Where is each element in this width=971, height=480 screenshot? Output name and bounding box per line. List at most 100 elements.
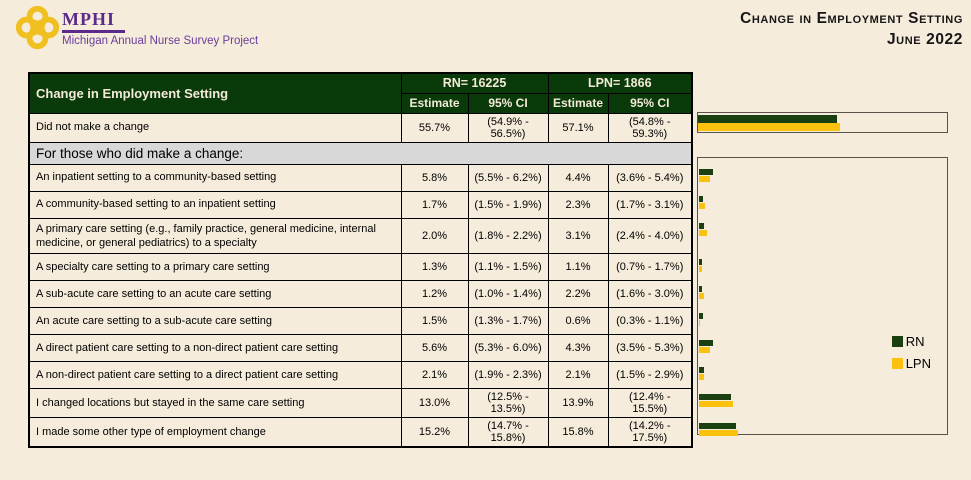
lpn-bar (699, 292, 705, 299)
lpn-ci-value: (1.5% - 2.9%) (607, 361, 693, 390)
lpn-bar (699, 176, 710, 182)
lpn-ci-header: 95% CI (607, 92, 693, 114)
rn-ci-value: (1.5% - 1.9%) (467, 190, 549, 219)
brand-text: MPHI Michigan Annual Nurse Survey Projec… (62, 5, 258, 47)
rn-bar (699, 366, 705, 373)
rn-estimate-value: 2.0% (400, 217, 469, 255)
lpn-estimate-value: 15.8% (547, 417, 609, 448)
rn-bar (699, 285, 702, 292)
rn-bar (699, 422, 737, 429)
bar-pair (699, 366, 946, 381)
rn-estimate-value: 1.3% (400, 253, 469, 282)
bar-pair (699, 393, 946, 408)
rn-estimate-value: 2.1% (400, 361, 469, 390)
rn-estimate-value: 15.2% (400, 417, 469, 448)
rn-estimate-value: 1.5% (400, 307, 469, 336)
row-label: A non-direct patient care setting to a d… (28, 361, 402, 390)
lpn-bar (698, 123, 841, 131)
row-label: An inpatient setting to a community-base… (28, 163, 402, 192)
lpn-ci-value: (1.7% - 3.1%) (607, 190, 693, 219)
lpn-estimate-value: 4.3% (547, 334, 609, 363)
lpn-ci-value: (2.4% - 4.0%) (607, 217, 693, 255)
rn-estimate-value: 1.2% (400, 280, 469, 309)
table-row: A primary care setting (e.g., family pra… (28, 217, 693, 255)
lpn-group-header: LPN= 1866 (547, 72, 693, 94)
row-label: A community-based setting to an inpatien… (28, 190, 402, 219)
rn-estimate-value: 13.0% (400, 388, 469, 419)
bar-pair (699, 258, 946, 273)
mphi-knot-icon (15, 5, 60, 50)
lpn-bar (699, 373, 705, 380)
lpn-bar (699, 265, 702, 272)
rn-bar (699, 339, 713, 346)
lpn-ci-value: (14.2% - 17.5%) (607, 417, 693, 448)
lpn-estimate-value: 13.9% (547, 388, 609, 419)
row-label: A primary care setting (e.g., family pra… (28, 217, 402, 255)
rn-bar (699, 258, 703, 265)
rn-ci-value: (1.1% - 1.5%) (467, 253, 549, 282)
rn-ci-value: (14.7% - 15.8%) (467, 417, 549, 448)
lpn-ci-value: (0.3% - 1.1%) (607, 307, 693, 336)
table-row: A specialty care setting to a primary ca… (28, 253, 693, 282)
rn-bar (699, 223, 704, 229)
brand-acronym: MPHI (62, 10, 125, 33)
lpn-ci-value: (3.5% - 5.3%) (607, 334, 693, 363)
lpn-estimate-value: 2.2% (547, 280, 609, 309)
row-label: A specialty care setting to a primary ca… (28, 253, 402, 282)
table-row: I made some other type of employment cha… (28, 417, 693, 448)
lpn-legend-swatch-icon (891, 358, 903, 369)
rn-ci-header: 95% CI (467, 92, 549, 114)
row-label: An acute care setting to a sub-acute car… (28, 307, 402, 336)
rn-legend-swatch-icon (891, 336, 903, 347)
bar-pair (699, 169, 946, 183)
rn-ci-value: (5.3% - 6.0%) (467, 334, 549, 363)
rn-ci-value: (12.5% - 13.5%) (467, 388, 549, 419)
employment-change-table: Change in Employment Setting RN= 16225 L… (28, 72, 693, 449)
row-label: A direct patient care setting to a non-d… (28, 334, 402, 363)
lpn-estimate-value: 2.1% (547, 361, 609, 390)
group-header-row: Change in Employment Setting RN= 16225 L… (28, 72, 693, 114)
rn-estimate-value: 5.6% (400, 334, 469, 363)
lpn-estimate-value: 1.1% (547, 253, 609, 282)
no-change-bar-chart (697, 112, 948, 133)
lpn-legend-label: LPN (905, 356, 931, 371)
legend-item-rn: RN (891, 334, 931, 349)
change-bars-chart: RN LPN (697, 157, 948, 436)
table-row: I changed locations but stayed in the sa… (28, 388, 693, 419)
table-row: An acute care setting to a sub-acute car… (28, 307, 693, 336)
lpn-estimate-value: 0.6% (547, 307, 609, 336)
rn-bar (699, 196, 704, 202)
table-row: A community-based setting to an inpatien… (28, 190, 693, 219)
lpn-ci-value: (3.6% - 5.4%) (607, 163, 693, 192)
lpn-bar (699, 203, 705, 209)
lpn-bar (699, 429, 738, 436)
bar-pair (699, 196, 946, 210)
bar-pair (699, 312, 946, 327)
table-row: A non-direct patient care setting to a d… (28, 361, 693, 390)
lpn-bar (699, 400, 734, 407)
section-header-label: For those who did make a change: (28, 141, 693, 165)
rn-estimate-value: 55.7% (400, 112, 469, 143)
rn-ci-value: (1.8% - 2.2%) (467, 217, 549, 255)
lpn-bar (699, 346, 710, 353)
lpn-estimate-value: 4.4% (547, 163, 609, 192)
table-body: Did not make a change 55.7% (54.9% - 56.… (28, 112, 693, 448)
rn-ci-value: (1.3% - 1.7%) (467, 307, 549, 336)
rn-estimate-value: 1.7% (400, 190, 469, 219)
lpn-bar (699, 319, 701, 326)
sub-header-row: Estimate 95% CI Estimate 95% CI (29, 92, 693, 114)
rn-ci-value: (1.9% - 2.3%) (467, 361, 549, 390)
rn-ci-value: (1.0% - 1.4%) (467, 280, 549, 309)
rn-bar (699, 393, 732, 400)
bar-pair (699, 339, 946, 354)
page-title-line1: Change in Employment Setting (740, 10, 963, 27)
table-row: A sub-acute care setting to an acute car… (28, 280, 693, 309)
section-header-row: For those who did make a change: (28, 141, 693, 165)
bar-pair (699, 223, 946, 237)
brand-subtitle: Michigan Annual Nurse Survey Project (62, 34, 259, 47)
page-title: Change in Employment Setting June 2022 (740, 9, 963, 51)
row-label: I changed locations but stayed in the sa… (28, 388, 402, 419)
rn-ci-value: (54.9% - 56.5%) (467, 112, 549, 143)
table-title-cell: Change in Employment Setting (28, 72, 402, 114)
